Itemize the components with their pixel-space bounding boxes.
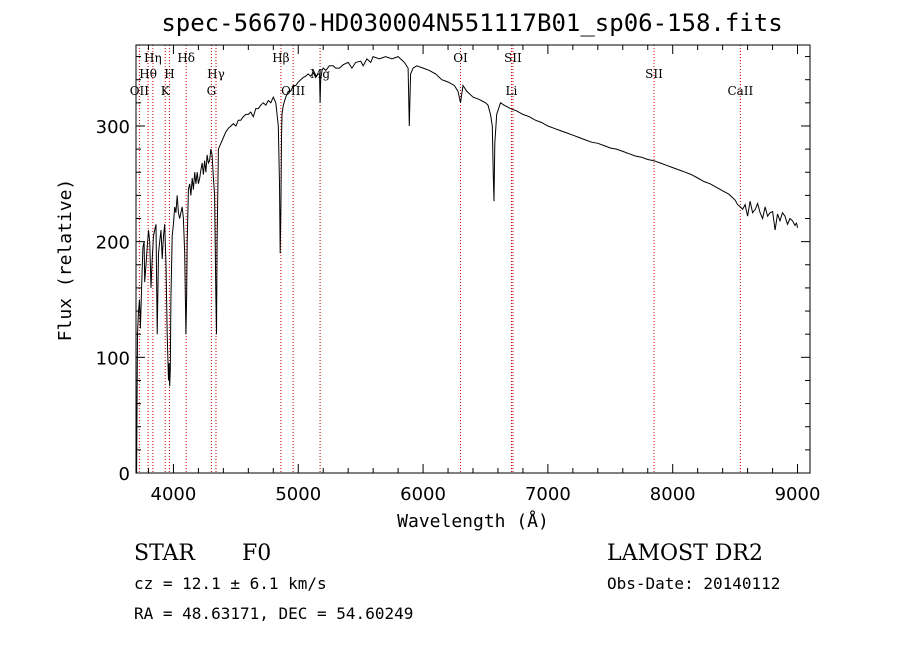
marker-label: K	[161, 84, 171, 98]
marker-label: H	[164, 67, 174, 81]
marker-label: OII	[130, 84, 150, 98]
marker-label: SII	[645, 67, 663, 81]
marker-label: Hγ	[207, 67, 225, 81]
x-tick-label: 4000	[151, 484, 197, 505]
x-tick-label: 7000	[525, 484, 571, 505]
object-class: STAR	[134, 541, 196, 566]
marker-label: Li	[506, 84, 518, 98]
spectral-subclass: F0	[242, 541, 271, 566]
survey-name: LAMOST DR2	[607, 541, 763, 566]
y-tick-label: 0	[119, 464, 130, 485]
y-axis: 0 100 200 300	[96, 56, 810, 485]
obs-date: Obs-Date: 20140112	[607, 574, 780, 593]
redshift-text: cz = 12.1 ± 6.1 km/s	[134, 574, 327, 593]
marker-label: Hη	[144, 51, 162, 65]
x-axis-label: Wavelength (Å)	[397, 510, 549, 532]
marker-label: Hδ	[177, 51, 195, 65]
y-tick-label: 300	[96, 117, 130, 138]
y-tick-label: 200	[96, 233, 130, 254]
y-axis-label: Flux (relative)	[55, 179, 76, 342]
marker-label: G	[207, 84, 217, 98]
spectral-line-markers	[138, 45, 741, 473]
x-tick-label: 8000	[650, 484, 696, 505]
y-tick-label: 100	[96, 348, 130, 369]
chart-title: spec-56670-HD030004N551117B01_sp06-158.f…	[161, 9, 782, 37]
marker-label: Hβ	[272, 51, 289, 65]
x-tick-label: 5000	[275, 484, 321, 505]
spectrum-line	[135, 55, 798, 474]
marker-label: OI	[453, 51, 468, 65]
marker-label: SII	[504, 51, 522, 65]
x-tick-label: 6000	[400, 484, 446, 505]
marker-label: CaII	[727, 84, 753, 98]
marker-label: Hθ	[139, 67, 157, 81]
plot-frame	[135, 44, 811, 474]
x-axis: 4000 5000 6000 7000 8000 9000	[147, 45, 821, 505]
x-tick-label: 9000	[775, 484, 821, 505]
coordinates: RA = 48.63171, DEC = 54.60249	[134, 604, 413, 623]
